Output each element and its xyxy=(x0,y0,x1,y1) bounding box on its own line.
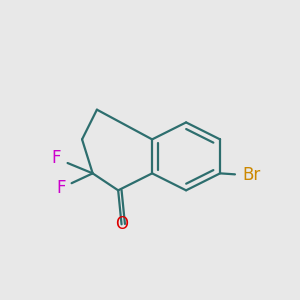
Text: Br: Br xyxy=(243,167,261,184)
Text: O: O xyxy=(115,215,128,233)
Text: F: F xyxy=(52,149,61,167)
Text: F: F xyxy=(56,179,66,197)
